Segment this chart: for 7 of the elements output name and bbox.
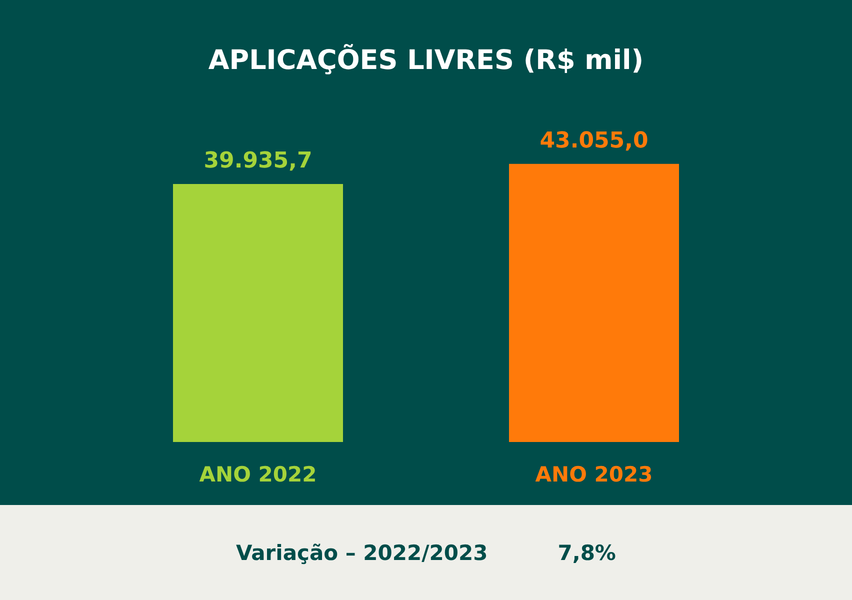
- x-tick-label: ANO 2022: [199, 462, 317, 486]
- chart-title: APLICAÇÕES LIVRES (R$ mil): [208, 43, 644, 76]
- x-tick-label: ANO 2023: [535, 462, 653, 486]
- text: 7,8%: [558, 540, 616, 564]
- data-label: 43.055,0: [540, 128, 648, 154]
- text: Variação – 2022/2023: [236, 540, 488, 564]
- data-label: 39.935,7: [204, 148, 312, 174]
